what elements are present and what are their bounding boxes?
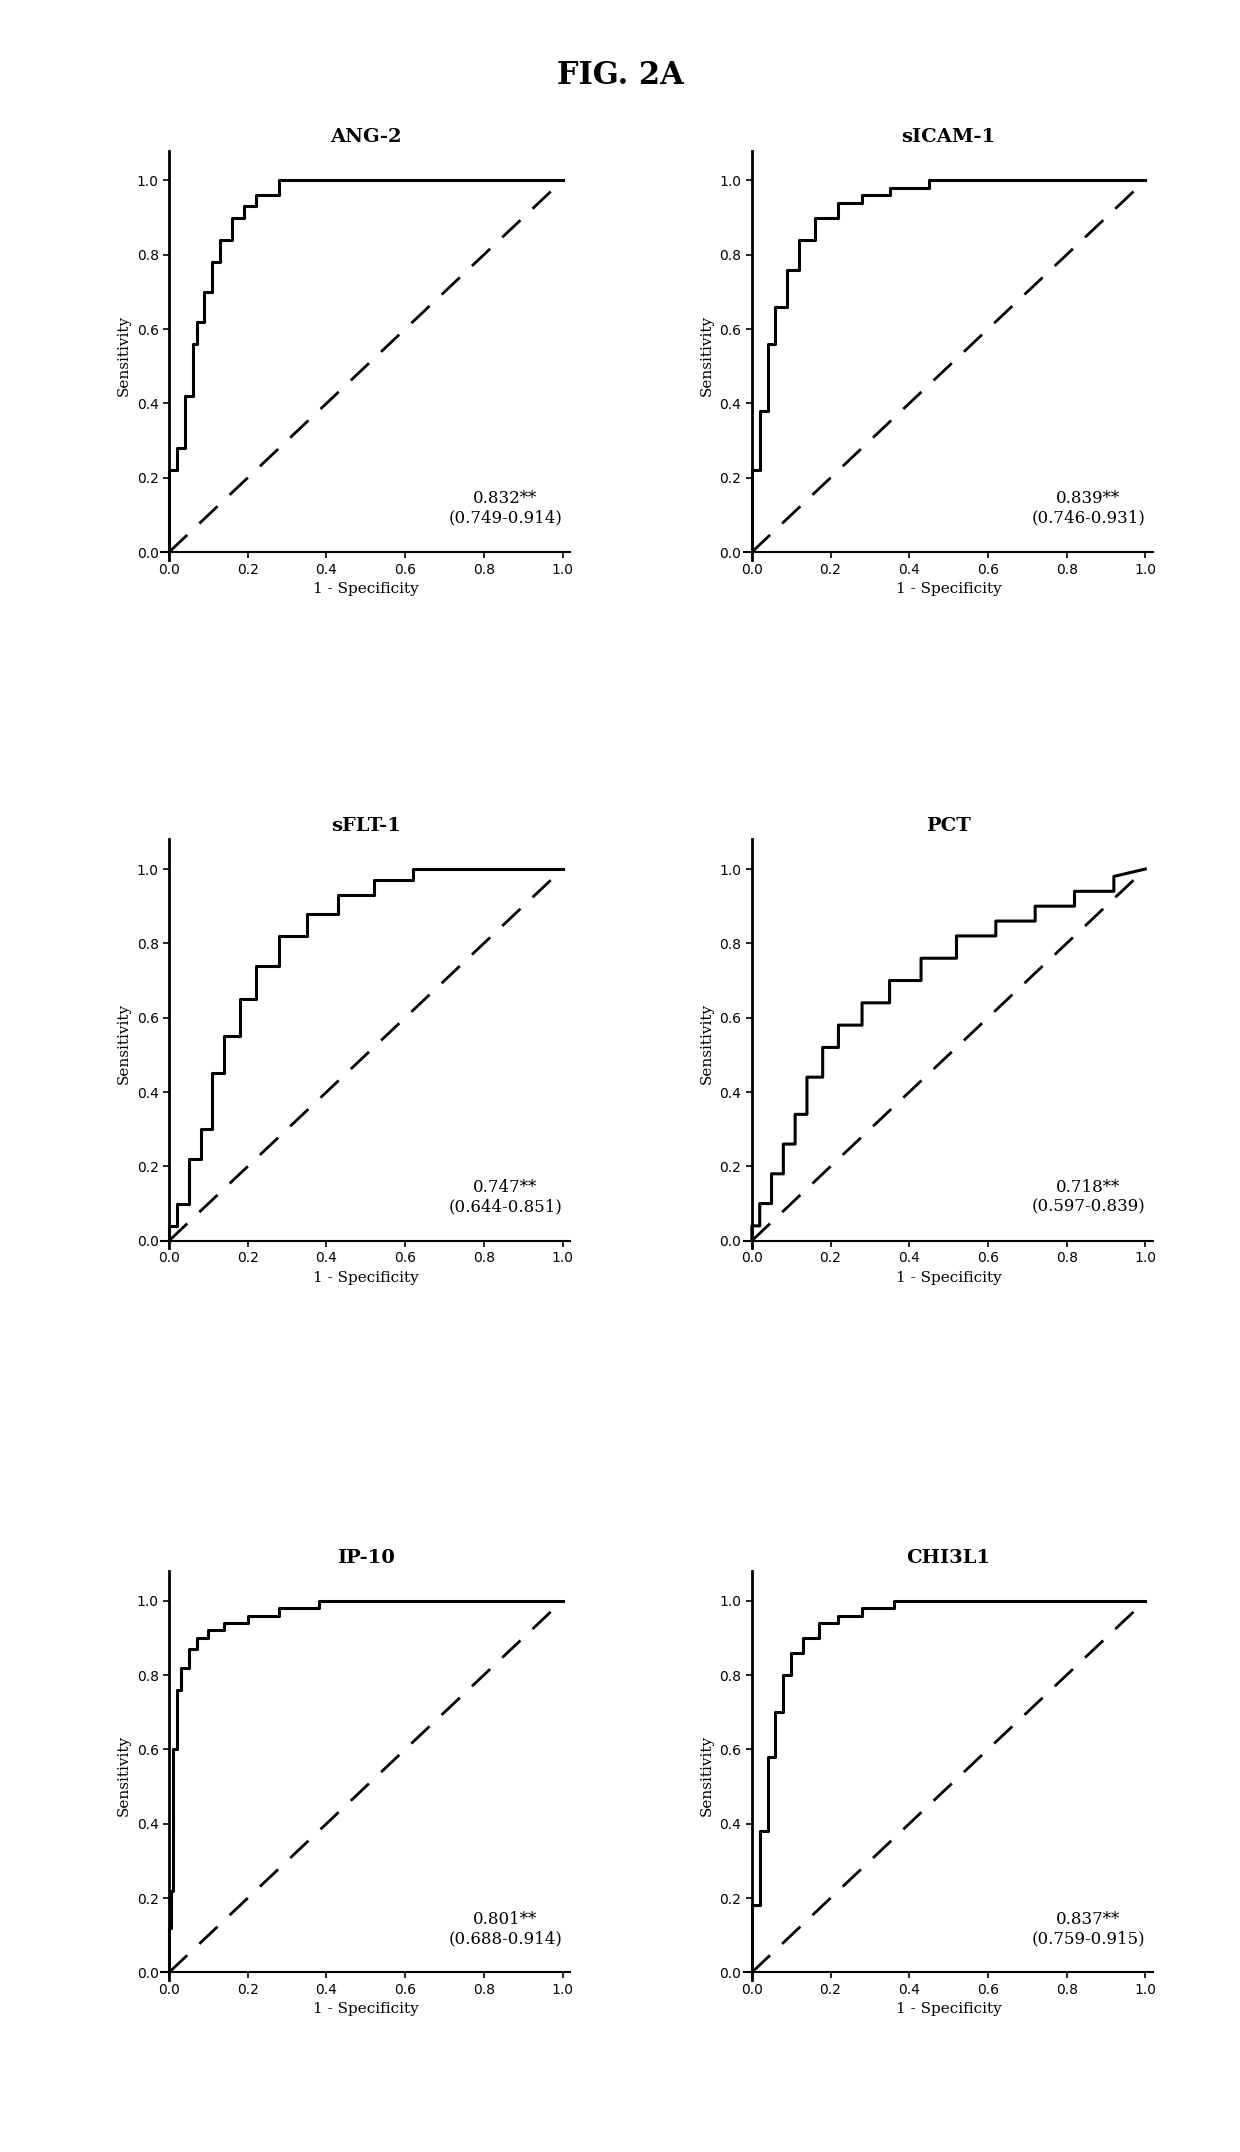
Text: 0.837**
(0.759-0.915): 0.837** (0.759-0.915) [1032, 1911, 1145, 1948]
Title: IP-10: IP-10 [337, 1549, 394, 1567]
Y-axis label: Sensitivity: Sensitivity [699, 1003, 714, 1085]
Text: FIG. 2A: FIG. 2A [557, 60, 683, 90]
X-axis label: 1 - Specificity: 1 - Specificity [312, 581, 419, 596]
Y-axis label: Sensitivity: Sensitivity [117, 1003, 131, 1085]
Title: ANG-2: ANG-2 [330, 129, 402, 146]
Y-axis label: Sensitivity: Sensitivity [117, 1735, 131, 1816]
Title: sFLT-1: sFLT-1 [331, 818, 401, 835]
Title: sICAM-1: sICAM-1 [901, 129, 996, 146]
X-axis label: 1 - Specificity: 1 - Specificity [895, 2001, 1002, 2016]
Text: 0.801**
(0.688-0.914): 0.801** (0.688-0.914) [449, 1911, 562, 1948]
X-axis label: 1 - Specificity: 1 - Specificity [312, 1270, 419, 1285]
Y-axis label: Sensitivity: Sensitivity [699, 314, 714, 396]
Text: 0.747**
(0.644-0.851): 0.747** (0.644-0.851) [449, 1179, 562, 1216]
Y-axis label: Sensitivity: Sensitivity [117, 314, 131, 396]
Title: CHI3L1: CHI3L1 [906, 1549, 991, 1567]
X-axis label: 1 - Specificity: 1 - Specificity [895, 581, 1002, 596]
Title: PCT: PCT [926, 818, 971, 835]
Text: 0.839**
(0.746-0.931): 0.839** (0.746-0.931) [1032, 491, 1145, 527]
Y-axis label: Sensitivity: Sensitivity [699, 1735, 714, 1816]
X-axis label: 1 - Specificity: 1 - Specificity [312, 2001, 419, 2016]
Text: 0.718**
(0.597-0.839): 0.718** (0.597-0.839) [1032, 1179, 1145, 1216]
X-axis label: 1 - Specificity: 1 - Specificity [895, 1270, 1002, 1285]
Text: 0.832**
(0.749-0.914): 0.832** (0.749-0.914) [449, 491, 562, 527]
